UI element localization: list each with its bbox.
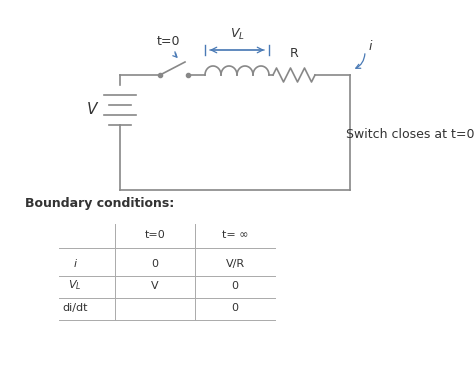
Text: R: R: [290, 47, 298, 60]
Text: 0: 0: [231, 303, 238, 312]
Text: $V_L$: $V_L$: [229, 27, 245, 42]
Text: t=0: t=0: [145, 230, 165, 240]
Text: i: i: [368, 41, 372, 54]
Text: Boundary conditions:: Boundary conditions:: [25, 196, 174, 210]
Text: V: V: [151, 281, 159, 291]
Text: 0: 0: [231, 281, 238, 291]
Text: i: i: [73, 258, 77, 269]
Text: di/dt: di/dt: [62, 303, 88, 312]
Text: V: V: [87, 103, 97, 118]
FancyArrowPatch shape: [356, 54, 365, 68]
Text: t=0: t=0: [156, 35, 180, 48]
Text: $V_L$: $V_L$: [68, 279, 82, 292]
FancyArrowPatch shape: [173, 52, 177, 57]
Text: Switch closes at t=0: Switch closes at t=0: [346, 128, 474, 142]
Text: 0: 0: [152, 258, 158, 269]
Text: t= ∞: t= ∞: [222, 230, 248, 240]
Text: V/R: V/R: [226, 258, 245, 269]
